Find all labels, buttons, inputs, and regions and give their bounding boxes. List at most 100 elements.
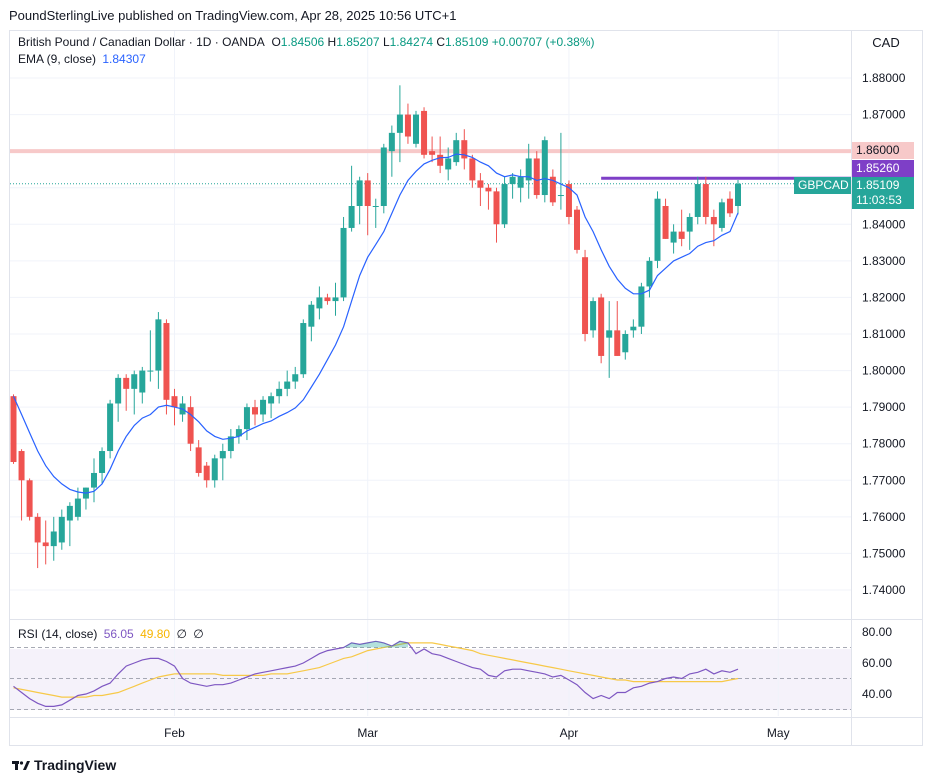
candle-up bbox=[219, 451, 226, 459]
candle-down bbox=[187, 407, 194, 444]
candle-up bbox=[316, 297, 323, 309]
y-tick-label: 1.80000 bbox=[862, 364, 906, 378]
candle-up bbox=[718, 202, 725, 228]
rsi-tick-label: 80.00 bbox=[862, 625, 892, 639]
candle-up bbox=[332, 297, 339, 302]
candle-up bbox=[115, 377, 122, 404]
high-value: 1.85207 bbox=[336, 35, 380, 49]
candle-up bbox=[606, 330, 613, 338]
footer-brand[interactable]: TradingView bbox=[12, 757, 116, 773]
level-purple-tag: 1.85260 bbox=[852, 160, 914, 177]
x-tick-label: Apr bbox=[560, 726, 579, 740]
currency-button[interactable]: CAD bbox=[855, 32, 917, 54]
candle-up bbox=[622, 334, 629, 353]
y-tick-label: 1.75000 bbox=[862, 546, 906, 560]
rsi-legend[interactable]: RSI (14, close) 56.05 49.80 ∅ ∅ bbox=[18, 627, 204, 641]
y-tick-label: 1.79000 bbox=[862, 400, 906, 414]
candle-up bbox=[243, 407, 250, 430]
candle-down bbox=[469, 158, 476, 181]
candle-down bbox=[42, 542, 49, 547]
candle-down bbox=[10, 396, 17, 462]
candle-down bbox=[34, 516, 41, 543]
last-price-tag: 1.85109 11:03:53 bbox=[852, 177, 914, 209]
rsi-ma-line bbox=[13, 642, 739, 698]
candle-up bbox=[590, 301, 597, 331]
candle-up bbox=[340, 227, 347, 298]
candle-up bbox=[268, 396, 275, 404]
symbol-tag: GBPCAD bbox=[794, 177, 851, 194]
rsi-line bbox=[13, 640, 739, 707]
candle-down bbox=[702, 184, 709, 217]
chart-frame bbox=[9, 30, 923, 746]
y-tick-label: 1.81000 bbox=[862, 327, 906, 341]
candle-up bbox=[501, 184, 508, 225]
candle-up bbox=[525, 158, 532, 181]
rsi-tick-label: 60.00 bbox=[862, 656, 892, 670]
candle-up bbox=[50, 531, 57, 547]
candle-up bbox=[356, 180, 363, 206]
candle-down bbox=[662, 206, 669, 239]
candle-up bbox=[155, 319, 162, 371]
candle-up bbox=[396, 114, 403, 133]
candle-up bbox=[630, 326, 637, 331]
open-value: 1.84506 bbox=[280, 35, 325, 49]
candle-up bbox=[131, 374, 138, 389]
candle-down bbox=[582, 257, 589, 334]
candle-down bbox=[678, 231, 685, 239]
candle-up bbox=[260, 399, 267, 415]
candle-up bbox=[107, 403, 114, 452]
candle-up bbox=[670, 231, 677, 243]
candle-down bbox=[324, 297, 331, 302]
candle-up bbox=[517, 176, 524, 188]
candle-up bbox=[147, 370, 154, 372]
candle-down bbox=[203, 465, 210, 481]
candle-down bbox=[195, 447, 202, 473]
candle-up bbox=[388, 132, 395, 152]
y-tick-label: 1.78000 bbox=[862, 437, 906, 451]
candle-down bbox=[485, 187, 492, 192]
candle-up bbox=[453, 140, 460, 163]
candle-down bbox=[421, 110, 428, 155]
candle-up bbox=[308, 304, 315, 327]
symbol-title[interactable]: British Pound / Canadian Dollar · 1D · O… bbox=[18, 35, 265, 49]
y-tick-label: 1.77000 bbox=[862, 473, 906, 487]
candle-down bbox=[404, 114, 411, 137]
open-label: O bbox=[271, 35, 281, 49]
rsi-tick-label: 40.00 bbox=[862, 687, 892, 701]
level-red-tag: 1.86000 bbox=[852, 142, 914, 159]
candle-down bbox=[171, 396, 178, 408]
candle-down bbox=[437, 154, 444, 166]
candle-down bbox=[726, 198, 733, 214]
high-label: H bbox=[327, 35, 337, 49]
low-value: 1.84274 bbox=[389, 35, 434, 49]
candle-down bbox=[565, 184, 572, 217]
last-price: 1.85109 bbox=[856, 178, 900, 192]
candle-up bbox=[646, 260, 653, 287]
empty-set-icon: ∅ bbox=[176, 627, 187, 641]
candle-up bbox=[735, 183, 741, 206]
candle-down bbox=[614, 330, 621, 356]
candle-down bbox=[493, 191, 500, 225]
candle-up bbox=[284, 381, 291, 389]
close-value: 1.85109 bbox=[445, 35, 489, 49]
ema-value: 1.84307 bbox=[102, 52, 146, 66]
candle-down bbox=[123, 377, 130, 389]
y-tick-label: 1.76000 bbox=[862, 510, 906, 524]
candle-down bbox=[26, 480, 33, 517]
candle-up bbox=[58, 516, 65, 543]
ema-label: EMA (9, close) bbox=[18, 52, 97, 66]
tradingview-logo-icon bbox=[12, 761, 30, 770]
y-tick-label: 1.74000 bbox=[862, 583, 906, 597]
candle-up bbox=[211, 458, 218, 481]
candle-down bbox=[429, 151, 436, 155]
candle-down bbox=[18, 451, 25, 481]
rsi-value: 56.05 bbox=[103, 627, 134, 641]
candle-up bbox=[638, 286, 645, 327]
candle-up bbox=[694, 184, 701, 217]
candle-up bbox=[654, 198, 661, 261]
ema-legend[interactable]: EMA (9, close) 1.84307 bbox=[18, 52, 146, 66]
symbol-legend: British Pound / Canadian Dollar · 1D · O… bbox=[18, 35, 595, 49]
low-label: L bbox=[382, 35, 390, 49]
candle-up bbox=[292, 374, 299, 382]
